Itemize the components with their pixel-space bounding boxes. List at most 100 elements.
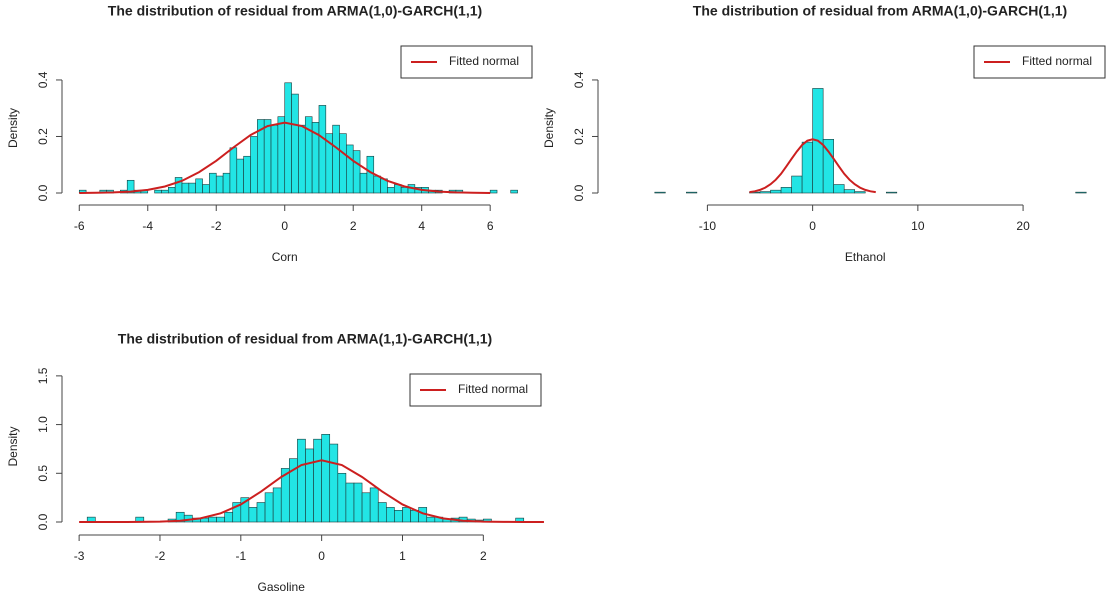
chart-title: The distribution of residual from ARMA(1… (118, 331, 492, 347)
y-tick-label: 0.2 (36, 128, 50, 145)
histogram-bar (195, 178, 203, 194)
histogram-bar (1075, 191, 1087, 194)
histogram-bar (654, 191, 666, 194)
histogram-bar (489, 189, 498, 194)
histogram-bar (402, 507, 411, 523)
histogram-bar (339, 133, 347, 194)
fitted-line (749, 138, 876, 194)
histogram-bar (770, 189, 782, 194)
histogram-bar (188, 182, 196, 194)
histogram-bar (833, 184, 845, 194)
histogram-bar (780, 187, 792, 194)
histogram-bar (366, 155, 375, 194)
histogram-bar (332, 124, 340, 194)
x-tick-label: -2 (211, 219, 222, 233)
legend-label: Fitted normal (458, 382, 528, 396)
histogram-bar (291, 93, 299, 194)
histogram-bar (154, 189, 162, 194)
histogram-bar (248, 507, 258, 523)
histogram-bar (298, 124, 306, 194)
x-tick-label: 0 (809, 219, 816, 233)
histogram-bar (321, 434, 331, 523)
histogram-bar (373, 175, 381, 194)
histogram-bar (272, 487, 282, 523)
y-axis-label: Density (6, 108, 20, 148)
histogram-bar (208, 516, 217, 523)
y-tick-label: 0.0 (36, 184, 50, 201)
y-tick-label: 0.2 (572, 128, 586, 145)
x-tick-label: -2 (155, 549, 166, 563)
histogram-bar (426, 516, 436, 523)
y-tick-label: 0.0 (572, 184, 586, 201)
histogram-bar (126, 179, 135, 194)
histogram-bar (243, 155, 251, 194)
histogram-bar (394, 510, 403, 523)
histogram-bar (277, 116, 286, 194)
legend-label: Fitted normal (449, 54, 519, 68)
histogram-bar (256, 502, 266, 523)
y-tick-label: 1.0 (36, 416, 50, 433)
legend-label: Fitted normal (1022, 54, 1092, 68)
histogram-bar (377, 502, 387, 523)
chart-title: The distribution of residual from ARMA(1… (693, 3, 1067, 19)
histogram-bar (822, 139, 834, 194)
histogram-bar (885, 191, 898, 194)
x-tick-label: -3 (74, 549, 85, 563)
x-tick-label: 1 (399, 549, 406, 563)
x-tick-label: -6 (74, 219, 85, 233)
histogram-panel: The distribution of residual from ARMA(1… (6, 3, 533, 264)
fitted-line (79, 459, 544, 523)
x-tick-label: 20 (1016, 219, 1030, 233)
histogram-bar (791, 175, 803, 194)
histogram-bar (361, 492, 371, 523)
histogram-bar (843, 189, 856, 194)
histogram-panel: The distribution of residual from ARMA(1… (6, 331, 544, 594)
x-axis-label: Gasoline (258, 580, 306, 594)
chart-title: The distribution of residual from ARMA(1… (108, 3, 482, 19)
x-tick-label: 2 (480, 549, 487, 563)
histogram-bar (686, 191, 698, 194)
histogram-bar (337, 472, 347, 523)
histogram-panel: The distribution of residual from ARMA(1… (542, 3, 1106, 264)
x-tick-label: 10 (911, 219, 925, 233)
histogram-bar (215, 175, 224, 194)
histogram-bar (387, 187, 395, 194)
x-axis-label: Ethanol (845, 250, 886, 264)
histogram-bar (181, 182, 190, 194)
y-tick-label: 1.5 (36, 367, 50, 384)
histogram-bar (353, 482, 363, 523)
histogram-bar (345, 482, 355, 523)
histogram-bar (229, 147, 238, 194)
histogram-bar (510, 189, 518, 194)
histogram-bar (161, 189, 169, 194)
y-tick-label: 0.5 (36, 465, 50, 482)
histogram-bar (359, 172, 368, 194)
histogram-bar (284, 82, 292, 194)
histogram-bar (329, 443, 339, 523)
y-axis-label: Density (6, 426, 20, 466)
histogram-bar (202, 184, 210, 194)
y-axis-label: Density (542, 108, 556, 148)
histogram-bar (352, 150, 361, 194)
histogram-bar (386, 507, 395, 523)
histogram-bar (346, 144, 354, 194)
x-tick-label: -10 (699, 219, 717, 233)
histogram-bar (236, 158, 244, 194)
histogram-bar (297, 438, 306, 523)
x-tick-label: -4 (142, 219, 153, 233)
histogram-bar (313, 438, 322, 523)
histogram-bar (263, 119, 272, 194)
histogram-bar (174, 177, 183, 194)
histogram-bar (224, 511, 234, 523)
histogram-bar (369, 487, 379, 523)
y-tick-label: 0.4 (36, 71, 50, 88)
histogram-bar (759, 191, 771, 194)
histogram-bar (801, 141, 813, 194)
histogram-bar (209, 172, 217, 194)
x-tick-label: -1 (235, 549, 246, 563)
x-tick-label: 0 (281, 219, 288, 233)
x-tick-label: 2 (350, 219, 357, 233)
x-tick-label: 4 (418, 219, 425, 233)
x-tick-label: 0 (318, 549, 325, 563)
